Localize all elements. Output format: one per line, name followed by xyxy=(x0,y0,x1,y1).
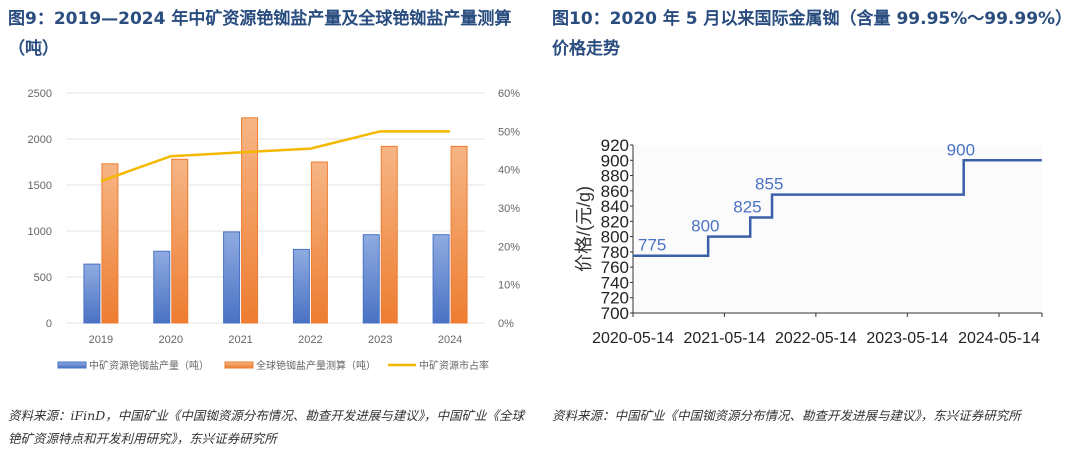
y2-tick-label: 10% xyxy=(498,280,520,292)
plot-area xyxy=(633,145,1042,313)
zhongkuang-bar xyxy=(153,250,171,324)
global-bar xyxy=(380,145,398,324)
x-tick-label: 2020 xyxy=(159,334,183,346)
y2-tick-label: 0% xyxy=(498,318,514,330)
x-tick-label: 2021 xyxy=(228,334,252,346)
right-chart-title: 图10：2020 年 5 月以来国际金属铷（含量 99.95%～99.99%）价… xyxy=(552,9,1073,59)
zhongkuang-bar xyxy=(362,234,380,324)
x-tick-label: 2022 xyxy=(298,334,322,346)
y-tick-label: 820 xyxy=(601,212,629,231)
left-chart-title: 图9：2019—2024 年中矿资源铯铷盐产量及全球铯铷盐产量测算（吨） xyxy=(8,9,512,59)
legend-swatch xyxy=(224,361,254,369)
zhongkuang-bar xyxy=(292,248,310,324)
x-tick-label: 2024-05-14 xyxy=(958,330,1040,347)
x-tick-label: 2024 xyxy=(438,334,462,346)
y-tick-label: 740 xyxy=(601,273,629,292)
y-tick-label: 840 xyxy=(601,197,629,216)
y-tick-label: 700 xyxy=(601,304,629,323)
y-tick-label: 760 xyxy=(601,258,629,277)
x-tick-label: 2023 xyxy=(368,334,392,346)
left-chart: 0 500 1000 1500 2000 2500 0% 10% 20% 30% 40% 50% 60%… xyxy=(28,88,521,372)
y2-tick-label: 30% xyxy=(498,203,520,215)
y-tick-label: 920 xyxy=(601,136,629,155)
right-chart: 7007207407607808008208408608809009202020… xyxy=(574,136,1043,347)
zhongkuang-bar xyxy=(223,231,241,324)
y-tick-label: 880 xyxy=(601,167,629,186)
y2-tick-label: 40% xyxy=(498,165,520,177)
global-bar xyxy=(101,163,119,324)
left-source: 资料来源：iFinD，中国矿业《中国铷资源分布情况、勘查开发进展与建议》，中国矿… xyxy=(8,408,524,446)
x-tick-label: 2021-05-14 xyxy=(684,330,766,347)
y2-tick-label: 50% xyxy=(498,126,520,138)
share-line xyxy=(100,130,451,183)
y-tick-label: 780 xyxy=(601,243,629,262)
y-tick-label: 800 xyxy=(601,228,629,247)
y2-tick-label: 60% xyxy=(498,88,520,100)
price-label: 775 xyxy=(638,236,666,255)
y-tick-label: 900 xyxy=(601,151,629,170)
y-axis-label: 价格/(元/g) xyxy=(574,186,594,272)
legend-label: 全球铯铷盐产量测算（吨） xyxy=(256,359,376,372)
y-tick-label: 1500 xyxy=(28,180,52,192)
right-source: 资料来源：中国矿业《中国铷资源分布情况、勘查开发进展与建议》，东兴证券研究所 xyxy=(552,408,1021,423)
global-bar xyxy=(241,117,259,324)
y2-tick-label: 20% xyxy=(498,241,520,253)
price-step-line xyxy=(633,159,1042,257)
global-bar xyxy=(171,158,189,324)
x-tick-label: 2022-05-14 xyxy=(775,330,857,347)
price-label: 900 xyxy=(947,140,975,159)
y-tick-label: 720 xyxy=(601,289,629,308)
global-bar xyxy=(310,161,328,324)
x-tick-label: 2020-05-14 xyxy=(592,330,674,347)
legend-label: 中矿资源铯铷盐产量（吨） xyxy=(89,359,209,372)
zhongkuang-bar xyxy=(432,234,450,324)
y-tick-label: 1000 xyxy=(28,226,52,238)
x-tick-label: 2019 xyxy=(89,334,113,346)
price-label: 855 xyxy=(755,175,783,194)
zhongkuang-bar xyxy=(83,263,101,324)
y-tick-label: 2000 xyxy=(28,134,52,146)
y-tick-label: 2500 xyxy=(28,88,52,100)
y-tick-label: 500 xyxy=(34,272,52,284)
price-label: 825 xyxy=(733,198,761,217)
price-label: 800 xyxy=(691,217,719,236)
y-tick-label: 860 xyxy=(601,182,629,201)
legend-label: 中矿资源市占率 xyxy=(419,359,489,372)
y-tick-label: 0 xyxy=(46,318,52,330)
global-bar xyxy=(450,145,468,324)
x-tick-label: 2023-05-14 xyxy=(866,330,948,347)
legend-swatch xyxy=(57,361,87,369)
